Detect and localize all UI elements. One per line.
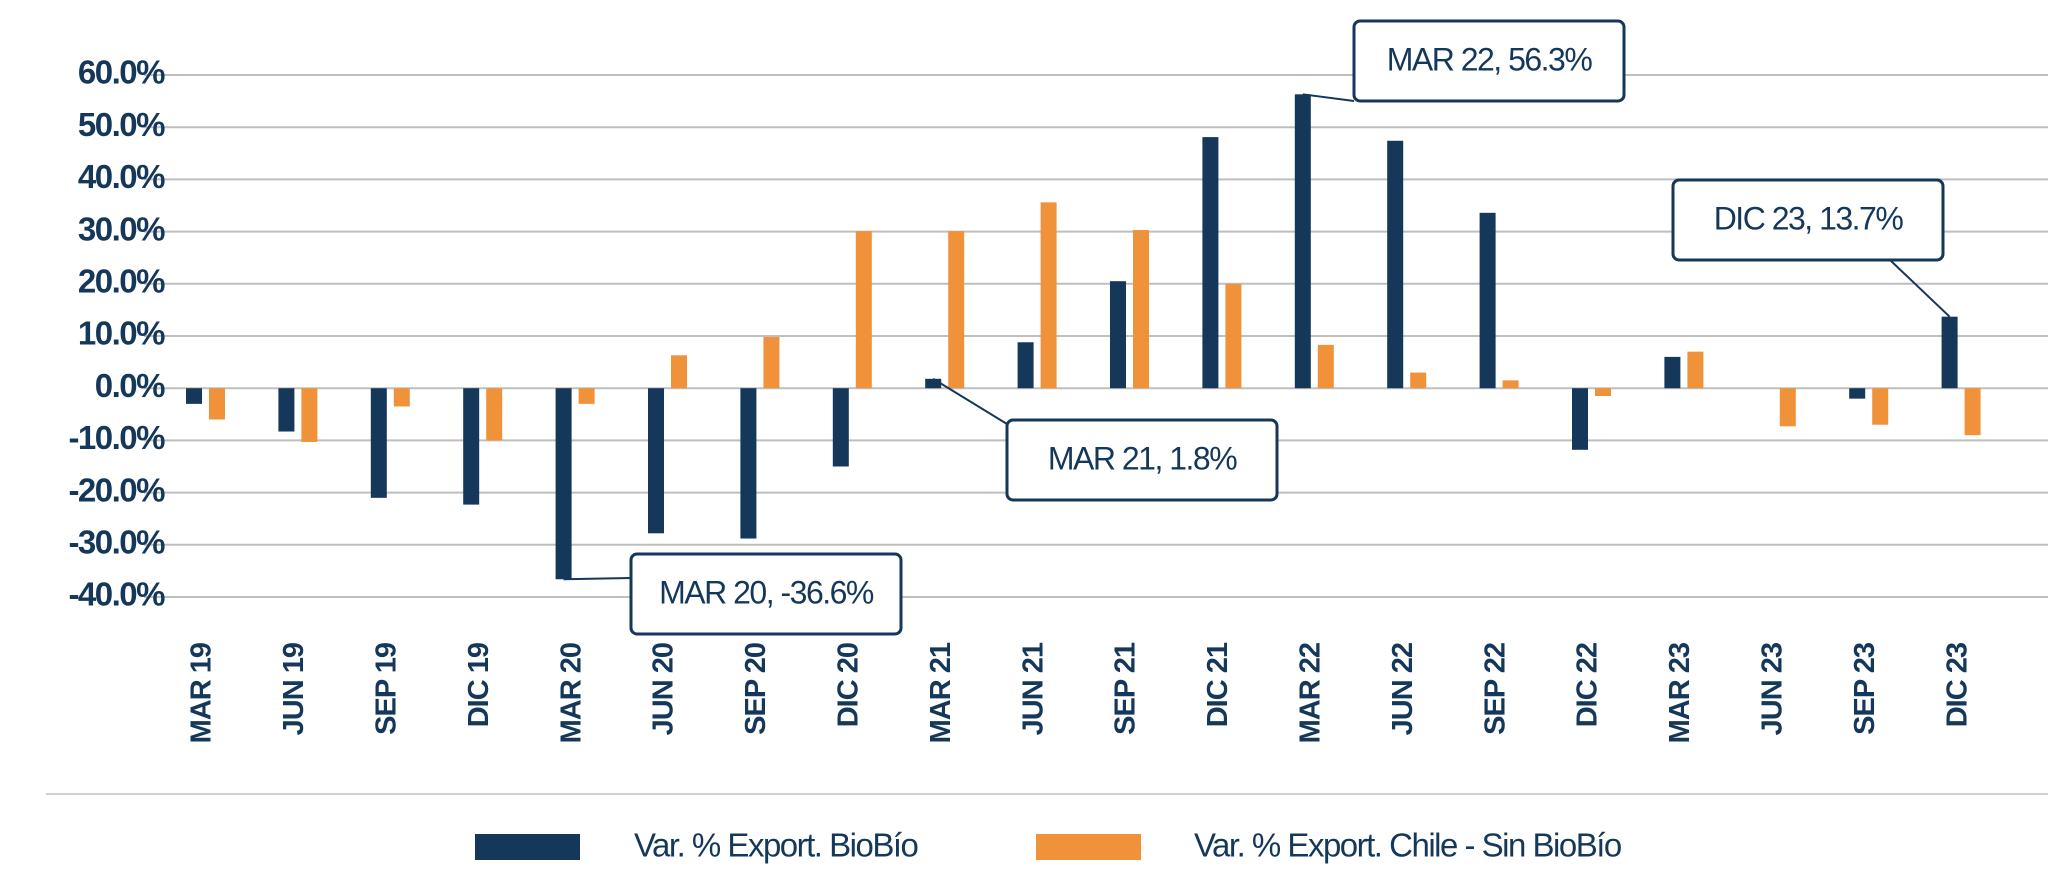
bar xyxy=(1595,388,1611,397)
x-tick-label: JUN 19 xyxy=(278,642,310,735)
legend-label: Var. % Export. Chile - Sin BioBío xyxy=(1194,827,1621,864)
x-tick-label: MAR 19 xyxy=(186,642,218,743)
legend-swatch xyxy=(1036,834,1141,860)
bar xyxy=(186,388,202,404)
bar xyxy=(1964,388,1981,436)
x-tick-label: SEP 23 xyxy=(1849,642,1881,735)
bar xyxy=(1479,212,1496,389)
bar xyxy=(1317,344,1334,389)
bar xyxy=(1941,316,1958,389)
bar xyxy=(1294,94,1311,389)
y-tick-label: -40.0% xyxy=(68,576,165,613)
bar xyxy=(578,388,595,404)
x-tick-label: JUN 23 xyxy=(1756,642,1788,735)
bar xyxy=(209,388,225,420)
y-tick-label: 60.0% xyxy=(78,54,165,91)
x-tick-label: JUN 22 xyxy=(1387,643,1419,735)
y-tick-label: -30.0% xyxy=(68,524,165,561)
x-tick-label: MAR 23 xyxy=(1664,642,1696,743)
callout-box xyxy=(1005,418,1279,502)
y-tick-label: -20.0% xyxy=(68,471,165,508)
callout-text: MAR 20, -36.6% xyxy=(659,574,874,610)
x-tick-label: SEP 22 xyxy=(1479,643,1511,735)
x-tick-label: MAR 20 xyxy=(555,643,587,743)
bar xyxy=(1779,388,1796,427)
bar xyxy=(370,388,387,498)
bar xyxy=(671,355,687,389)
bar xyxy=(1572,388,1588,450)
bar xyxy=(925,378,942,389)
bar xyxy=(1872,388,1889,425)
y-tick-label: 50.0% xyxy=(78,106,165,143)
callout-text: MAR 21, 1.8% xyxy=(1048,440,1237,476)
bar xyxy=(393,388,410,407)
bar xyxy=(648,388,664,534)
bar xyxy=(1040,202,1057,389)
legend-swatch xyxy=(475,834,580,860)
y-tick-label: 30.0% xyxy=(78,210,165,247)
callout-pointer xyxy=(563,577,632,581)
callout-box xyxy=(629,552,903,636)
x-tick-label: MAR 21 xyxy=(925,642,957,743)
bar xyxy=(1202,137,1219,389)
callout-pointer xyxy=(1889,259,1951,318)
bar xyxy=(740,388,757,539)
bar xyxy=(555,388,572,580)
bar xyxy=(301,388,318,442)
x-tick-label: DIC 20 xyxy=(832,643,864,727)
bar xyxy=(763,337,780,389)
x-tick-label: DIC 22 xyxy=(1572,643,1604,727)
x-tick-label: SEP 21 xyxy=(1110,642,1142,735)
bar xyxy=(463,388,480,505)
bar xyxy=(278,388,295,432)
bar xyxy=(1502,380,1519,389)
callout-pointer xyxy=(932,377,1008,425)
y-tick-label: -10.0% xyxy=(68,419,165,456)
bar xyxy=(1225,283,1242,389)
x-tick-label: MAR 22 xyxy=(1294,643,1326,743)
bar xyxy=(486,388,503,441)
bar xyxy=(1133,230,1149,389)
x-tick-label: JUN 21 xyxy=(1017,642,1049,735)
x-tick-label: DIC 19 xyxy=(463,642,495,727)
callout-pointer xyxy=(1302,93,1355,102)
legend-label: Var. % Export. BioBío xyxy=(634,827,918,864)
bar xyxy=(1687,351,1704,389)
x-tick-label: JUN 20 xyxy=(648,643,680,735)
y-tick-label: 10.0% xyxy=(78,315,165,352)
bar xyxy=(1849,388,1866,399)
callout-box xyxy=(1671,178,1945,262)
bar xyxy=(1387,140,1404,389)
bar xyxy=(1110,281,1126,389)
callout-text: DIC 23, 13.7% xyxy=(1714,200,1904,236)
bar xyxy=(832,388,849,467)
bar xyxy=(948,231,965,389)
y-tick-label: 40.0% xyxy=(78,158,165,195)
x-tick-label: SEP 19 xyxy=(370,642,402,735)
bar xyxy=(855,231,872,389)
bar xyxy=(1664,356,1681,389)
bar xyxy=(1410,372,1427,389)
x-tick-label: SEP 20 xyxy=(740,643,772,735)
y-tick-label: 0.0% xyxy=(95,367,165,404)
x-tick-label: DIC 23 xyxy=(1941,642,1973,727)
bar xyxy=(1017,342,1034,389)
callout-box xyxy=(1352,19,1626,103)
callout-text: MAR 22, 56.3% xyxy=(1387,41,1593,77)
x-tick-label: DIC 21 xyxy=(1202,642,1234,727)
y-tick-label: 20.0% xyxy=(78,263,165,300)
